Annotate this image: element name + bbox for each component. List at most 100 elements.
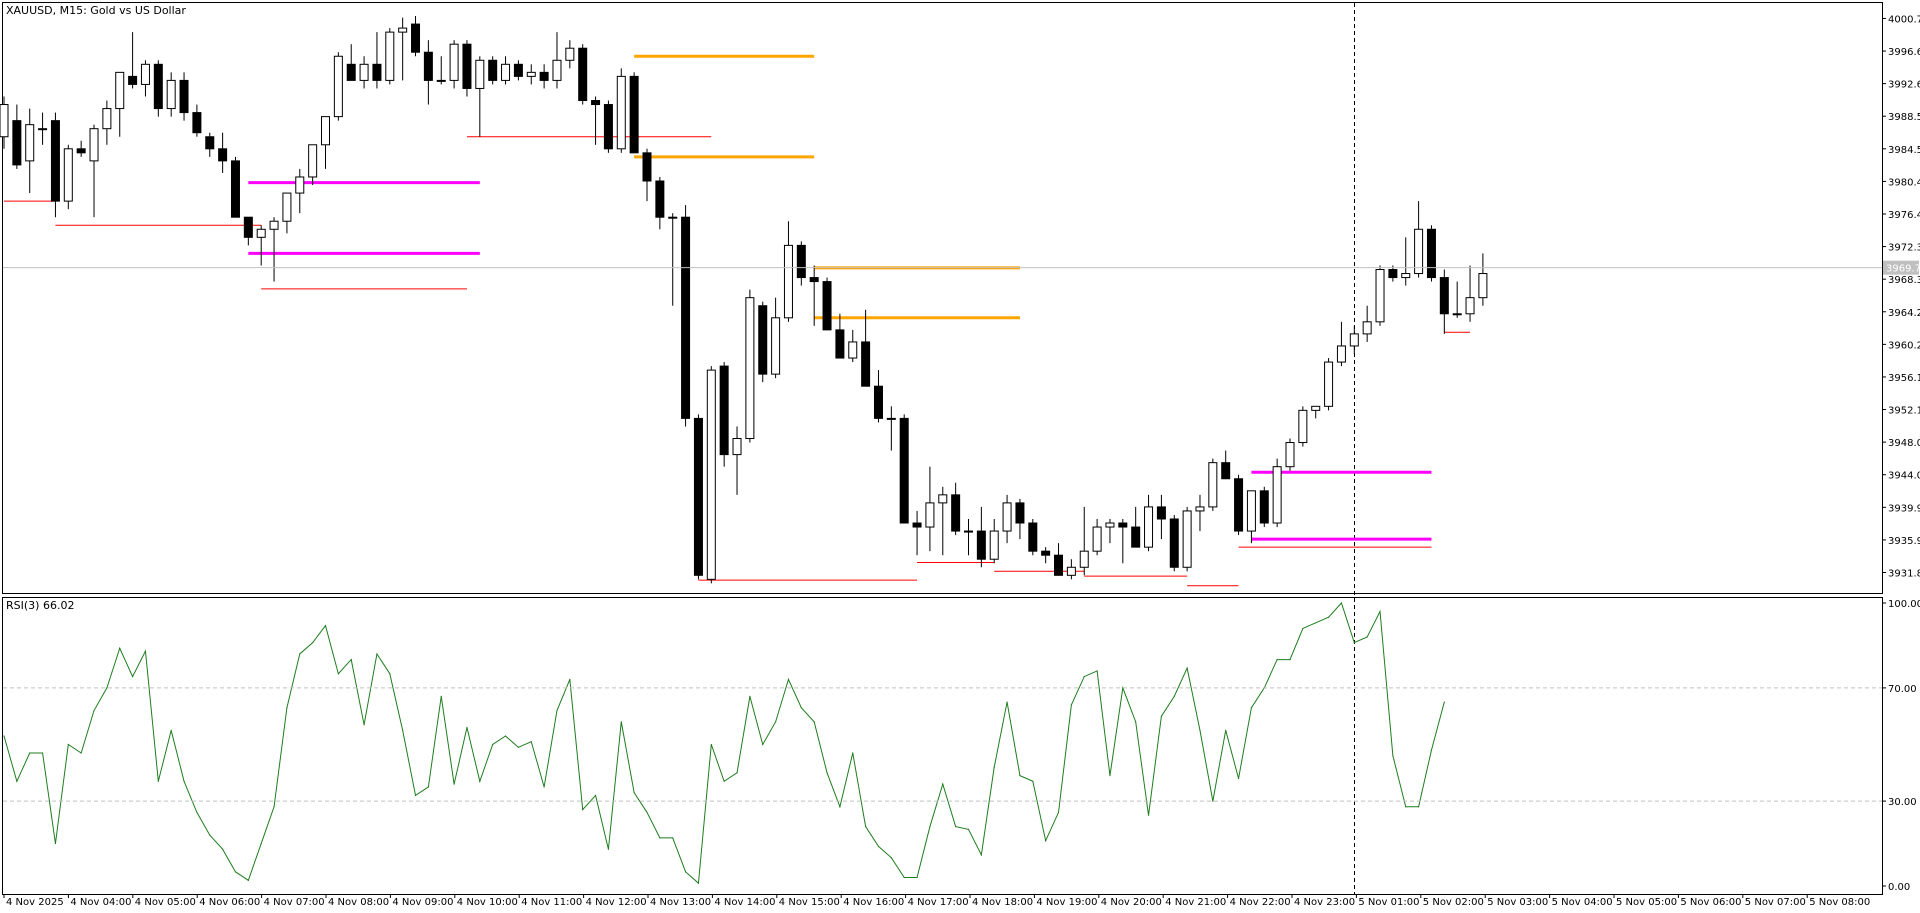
candle xyxy=(899,414,909,524)
candle xyxy=(179,72,189,121)
time-tick-label: 4 Nov 11:00 xyxy=(521,897,582,908)
candle xyxy=(398,17,408,81)
time-tick-label: 4 Nov 19:00 xyxy=(1036,897,1097,908)
candle xyxy=(12,104,22,169)
rsi-point xyxy=(1289,659,1291,661)
bear-candle-body xyxy=(1015,502,1025,524)
bear-candle-body xyxy=(1169,518,1179,568)
price-tick-label: 3984.50 xyxy=(1888,145,1920,156)
candle xyxy=(1439,269,1449,334)
rsi-point xyxy=(646,811,648,814)
candle xyxy=(38,112,48,145)
time-tick-label: 4 Nov 21:00 xyxy=(1165,897,1226,908)
candle xyxy=(89,124,99,218)
time-axis: 4 Nov 2025 4 Nov 04:00 4 Nov 05:00 4 Nov 06… xyxy=(3,894,1870,908)
candle xyxy=(1465,265,1475,322)
price-tick-label: 4000.70 xyxy=(1888,14,1920,25)
candle xyxy=(1054,543,1064,576)
time-tick-label: 4 Nov 04:00 xyxy=(70,897,131,908)
bull-candle-body xyxy=(501,63,511,81)
candle xyxy=(462,40,472,97)
bear-candle-body xyxy=(346,63,356,81)
candle xyxy=(1272,458,1282,528)
rsi-point xyxy=(222,848,224,850)
rsi-point xyxy=(260,842,262,845)
candle xyxy=(218,132,228,173)
rsi-point xyxy=(54,842,57,845)
time-tick-label: 5 Nov 04:00 xyxy=(1552,897,1613,908)
rsi-point xyxy=(594,794,597,797)
bear-candle-body xyxy=(681,216,691,419)
rsi-point xyxy=(993,766,995,768)
rsi-point xyxy=(1173,695,1175,697)
rsi-point xyxy=(1405,806,1407,808)
bull-candle-body xyxy=(732,438,742,456)
time-tick-label: 4 Nov 14:00 xyxy=(714,897,775,908)
price-tick-label: 3935.90 xyxy=(1888,536,1920,547)
rsi-point xyxy=(312,642,314,644)
bull-candle-body xyxy=(0,104,9,138)
bull-candle-body xyxy=(38,128,48,131)
candle xyxy=(796,241,806,286)
rsi-point xyxy=(620,721,622,723)
rsi-point xyxy=(684,871,687,873)
candle xyxy=(745,289,755,443)
bear-candle-body xyxy=(179,79,189,114)
rsi-point xyxy=(1250,707,1253,709)
time-tick-label: 5 Nov 02:00 xyxy=(1423,897,1484,908)
candle xyxy=(102,100,112,145)
candles xyxy=(0,16,1488,584)
candle xyxy=(1375,265,1385,326)
candle xyxy=(295,168,305,214)
price-tick-label: 3931.85 xyxy=(1888,569,1920,580)
time-tick-label: 5 Nov 01:00 xyxy=(1358,897,1419,908)
rsi-point xyxy=(1006,701,1008,703)
candle xyxy=(140,60,150,97)
bull-candle-body xyxy=(385,31,395,81)
rsi-point xyxy=(389,673,391,675)
candle xyxy=(1362,305,1372,342)
time-tick-label: 4 Nov 06:00 xyxy=(199,897,260,908)
rsi-point xyxy=(29,752,31,754)
candle xyxy=(475,56,485,137)
candle xyxy=(1169,514,1179,572)
candle xyxy=(925,466,935,552)
bear-candle-body xyxy=(1041,550,1051,556)
candle xyxy=(706,366,716,584)
bull-candle-body xyxy=(1324,361,1334,407)
rsi-point xyxy=(3,735,5,737)
rsi-point xyxy=(1237,777,1240,780)
rsi-point xyxy=(826,772,828,774)
bull-candle-body xyxy=(1105,522,1115,528)
bear-candle-body xyxy=(809,277,819,283)
rsi-point xyxy=(1160,715,1162,717)
candle xyxy=(822,277,832,331)
rsi-point xyxy=(504,735,507,737)
rsi-point xyxy=(1199,729,1201,731)
bear-candle-body xyxy=(128,75,138,85)
candle xyxy=(1336,321,1346,367)
rsi-point xyxy=(196,811,198,814)
candle xyxy=(565,40,575,69)
candle xyxy=(1002,494,1012,544)
bull-candle-body xyxy=(63,148,73,202)
candle xyxy=(526,64,536,85)
candle xyxy=(552,32,562,89)
time-tick-label: 4 Nov 09:00 xyxy=(392,897,453,908)
rsi-point xyxy=(1340,602,1343,604)
main-pane-border xyxy=(2,2,1883,594)
candle xyxy=(861,309,871,387)
candle xyxy=(359,56,369,89)
rsi-axis: 100.00 70.00 30.00 0.00 xyxy=(3,599,1920,893)
bull-candle-body xyxy=(89,128,99,162)
rsi-point xyxy=(93,709,95,712)
bull-candle-body xyxy=(565,47,575,61)
candle xyxy=(1324,358,1334,411)
time-tick-label: 4 Nov 05:00 xyxy=(135,897,196,908)
rsi-point xyxy=(723,780,725,782)
bull-candle-body xyxy=(616,75,626,150)
bear-candle-body xyxy=(1156,506,1166,520)
bull-candle-body xyxy=(1066,566,1076,576)
